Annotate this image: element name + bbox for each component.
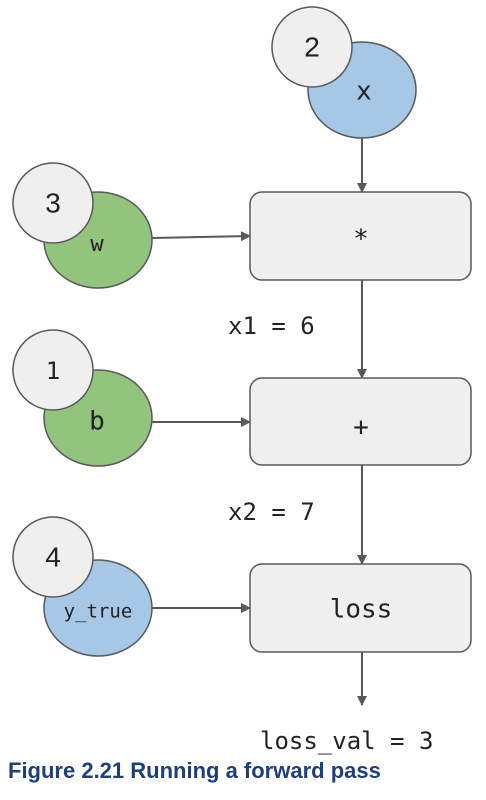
arrow-w-to-mul bbox=[151, 231, 251, 242]
node-x-value-badge bbox=[271, 6, 353, 88]
op-loss-label: loss bbox=[330, 595, 393, 625]
node-y-true-value-badge bbox=[12, 516, 94, 598]
op-add-label: + bbox=[353, 413, 369, 443]
node-b-value: 1 bbox=[46, 357, 60, 385]
node-w-value-badge bbox=[12, 162, 94, 244]
op-add: + bbox=[249, 377, 472, 466]
node-x-value: 2 bbox=[304, 31, 320, 62]
figure-caption: Figure 2.21 Running a forward pass bbox=[8, 758, 381, 783]
node-y-true-label: y_true bbox=[64, 601, 133, 623]
edge-label-x1: x1 = 6 bbox=[228, 312, 315, 340]
op-loss: loss bbox=[249, 563, 472, 653]
node-w-label: w bbox=[90, 232, 104, 257]
node-b-value-badge bbox=[12, 329, 94, 411]
node-w-value: 3 bbox=[45, 187, 61, 218]
op-multiply: * bbox=[249, 191, 472, 281]
node-x: x 2 bbox=[271, 6, 417, 139]
node-y-true-value: 4 bbox=[45, 541, 61, 572]
node-w: w 3 bbox=[12, 162, 153, 289]
edge-label-output: loss_val = 3 bbox=[260, 727, 433, 755]
node-b: b 1 bbox=[12, 329, 153, 467]
edge-label-x2: x2 = 7 bbox=[228, 498, 315, 526]
node-y-true: y_true 4 bbox=[12, 516, 153, 657]
node-x-label: x bbox=[356, 77, 372, 107]
node-b-label: b bbox=[89, 407, 105, 437]
op-multiply-label: * bbox=[353, 225, 369, 255]
